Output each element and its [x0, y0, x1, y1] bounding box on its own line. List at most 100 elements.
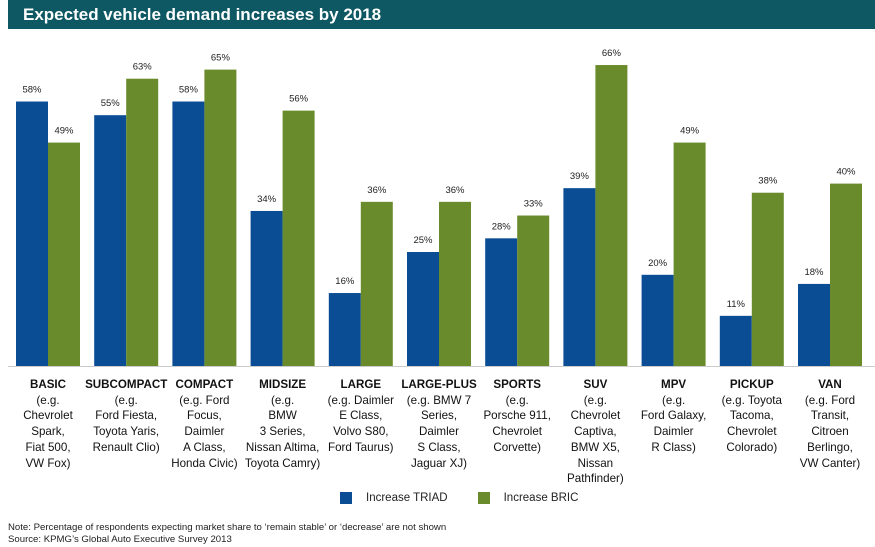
- title-bar: Expected vehicle demand increases by 201…: [8, 0, 875, 29]
- category-name: MPV: [661, 378, 687, 391]
- category-example-line: (e.g. BMW 7: [406, 393, 472, 407]
- legend-item-bric: Increase BRIC: [477, 492, 579, 504]
- bar-basic-bric: [48, 142, 80, 366]
- category-example-line: Porsche 911,: [483, 409, 551, 423]
- category-example-line: S Class,: [417, 440, 461, 454]
- bar-subcompact-bric: [126, 78, 159, 366]
- category-example-line: Fiat 500,: [25, 440, 71, 454]
- bar-large-plus-triad: [407, 252, 439, 366]
- category-example-line: Berlingo,: [807, 440, 853, 454]
- note-text: Note: Percentage of respondents expectin…: [8, 522, 447, 533]
- category-example-line: Captiva,: [574, 425, 617, 439]
- category-example-line: Toyota Camry): [244, 456, 321, 470]
- category-example-line: (e.g. Daimler: [327, 393, 394, 407]
- legend-label-bric: Increase BRIC: [503, 492, 579, 504]
- data-label: 38%: [758, 176, 778, 187]
- bar-large-plus-bric: [439, 201, 471, 366]
- data-label: 55%: [101, 98, 121, 109]
- category-example-line: BMW: [268, 409, 297, 423]
- category-example-line: Ford Taurus): [328, 440, 394, 454]
- category-example-line: Ford Galaxy,: [640, 409, 707, 423]
- category-name: MIDSIZE: [259, 378, 307, 391]
- bar-compact-bric: [204, 69, 237, 366]
- category-label: MIDSIZE (e.g. BMW 3 Series, Nissan Altima, To…: [235, 377, 331, 471]
- data-label: 33%: [524, 199, 544, 210]
- category-example-line: Transit,: [810, 409, 850, 423]
- category-example-line: Chevrolet: [23, 409, 73, 423]
- category-name: LARGE: [340, 378, 382, 391]
- bar-sports-triad: [485, 238, 518, 366]
- category-example-line: VW Fox): [25, 456, 71, 470]
- source-text: Source: KPMG’s Global Auto Executive Sur…: [8, 534, 232, 545]
- bar-van-bric: [830, 183, 862, 366]
- category-example-line: Nissan Altima,: [245, 440, 320, 454]
- category-label: COMPACT (e.g. Ford Focus, Daimler A Class, Ho…: [156, 377, 252, 471]
- data-label: 49%: [680, 126, 700, 137]
- category-example-line: (e.g. Toyota: [721, 393, 782, 407]
- category-example-line: Honda Civic): [171, 456, 238, 470]
- data-label: 63%: [133, 62, 153, 73]
- category-example-line: Tacoma,: [729, 409, 774, 423]
- bar-sports-bric: [517, 215, 550, 366]
- category-example-line: 3 Series,: [259, 425, 306, 439]
- data-label: 36%: [367, 185, 387, 196]
- category-label: BASIC (e.g. Chevrolet Spark, Fiat 500, VW Fox…: [0, 377, 96, 471]
- data-label: 56%: [289, 94, 309, 105]
- legend-swatch-bric: [477, 492, 490, 504]
- category-example-line: Chevrolet: [492, 425, 542, 439]
- category-name: SUV: [583, 378, 608, 391]
- bar-midsize-triad: [250, 210, 283, 366]
- category-example-line: (e.g.: [270, 393, 295, 407]
- bar-large-bric: [360, 201, 393, 366]
- data-label: 66%: [602, 48, 622, 59]
- category-name: PICKUP: [729, 378, 774, 391]
- category-example-line: Chevrolet: [570, 409, 621, 423]
- category-label: MPV (e.g. Ford Galaxy, Daimler R Class): [626, 377, 722, 456]
- category-name: SUBCOMPACT: [85, 378, 168, 391]
- category-example-line: Series,: [420, 409, 458, 423]
- category-example-line: Jaguar XJ): [410, 456, 468, 470]
- data-label: 16%: [335, 276, 355, 287]
- category-example-line: Pathfinder): [567, 472, 624, 486]
- data-label: 65%: [211, 53, 231, 64]
- category-label: VAN (e.g. Ford Transit, Citroen Berlingo, VW …: [782, 377, 875, 471]
- data-label: 18%: [804, 267, 824, 278]
- category-example-line: (e.g.: [114, 393, 138, 407]
- category-example-line: A Class,: [183, 440, 226, 454]
- data-label: 25%: [413, 235, 433, 246]
- category-label: SUV (e.g. Chevrolet Captiva, BMW X5, Nissan Pa…: [547, 377, 643, 487]
- category-example-line: Colorado): [726, 440, 778, 454]
- bar-pickup-triad: [719, 315, 752, 366]
- legend: Increase TRIAD Increase BRIC: [340, 492, 608, 504]
- category-example-line: BMW X5,: [570, 440, 620, 454]
- category-example-line: Volvo S80,: [333, 425, 389, 439]
- category-example-line: (e.g. Ford: [804, 393, 856, 407]
- bar-subcompact-triad: [94, 115, 127, 366]
- category-label: PICKUP (e.g. Toyota Tacoma, Chevrolet Colora…: [704, 377, 800, 456]
- category-name: VAN: [818, 378, 842, 391]
- bar-pickup-bric: [751, 192, 784, 366]
- category-example-line: Citroen: [811, 425, 849, 439]
- category-example-line: VW Canter): [799, 456, 861, 470]
- legend-swatch-triad: [340, 492, 352, 504]
- data-label: 58%: [22, 85, 42, 96]
- category-example-line: Daimler: [419, 425, 459, 439]
- chart-title: Expected vehicle demand increases by 201…: [23, 5, 382, 24]
- category-label: SUBCOMPACT (e.g. Ford Fiesta, Toyota Yaris,…: [78, 377, 174, 456]
- data-label: 28%: [492, 221, 512, 232]
- legend-item-triad: Increase TRIAD: [340, 492, 448, 504]
- bar-mpv-bric: [673, 142, 706, 366]
- bar-large-triad: [328, 293, 361, 366]
- data-label: 49%: [54, 126, 74, 137]
- category-example-line: Ford Fiesta,: [95, 409, 158, 423]
- data-label: 58%: [179, 85, 199, 96]
- category-label: SPORTS (e.g. Porsche 911, Chevrolet Corvette…: [469, 377, 565, 456]
- legend-label-triad: Increase TRIAD: [366, 492, 448, 504]
- category-example-line: Focus,: [186, 409, 222, 423]
- category-example-line: Toyota Yaris,: [93, 425, 160, 439]
- data-label: 40%: [836, 167, 856, 178]
- bar-suv-triad: [563, 188, 596, 366]
- category-example-line: R Class): [651, 440, 696, 454]
- data-label: 34%: [257, 194, 277, 205]
- category-example-line: (e.g.: [505, 393, 529, 407]
